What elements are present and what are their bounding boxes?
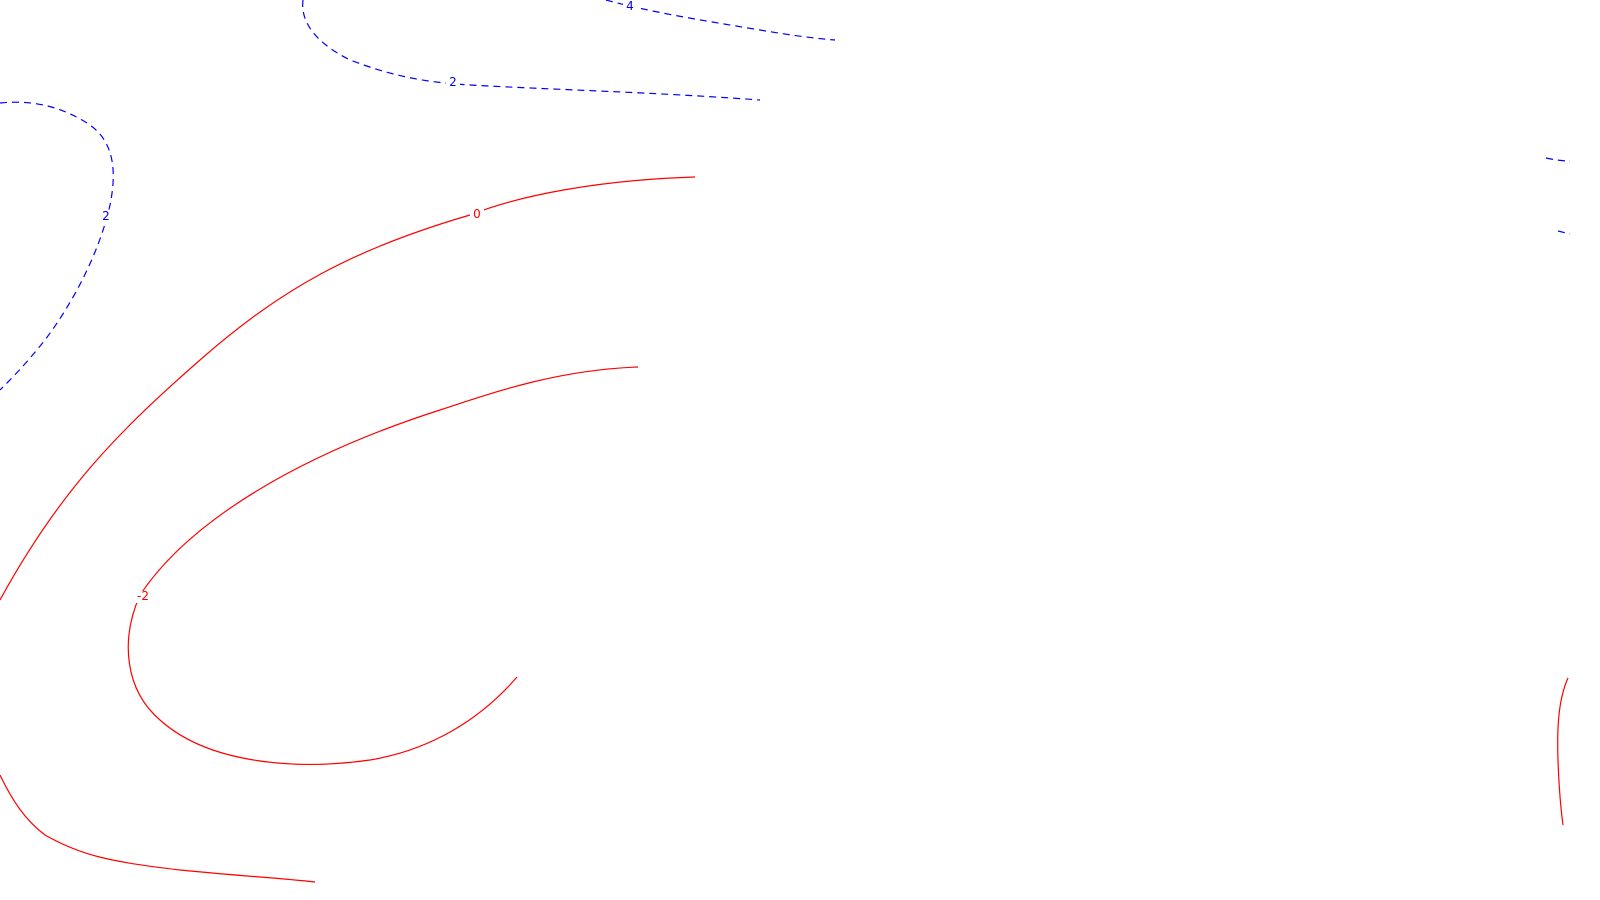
- positive-contour-line-4: [605, 0, 836, 41]
- contour-label: 2: [449, 75, 457, 89]
- negative-contour-line-neg2: [127, 366, 639, 765]
- contour-label-background: [136, 591, 150, 603]
- contour-lines: [0, 0, 1571, 883]
- negative-contour-line-0: [0, 176, 696, 601]
- contour-label-background: [623, 1, 637, 13]
- contour-label-background: [470, 209, 484, 221]
- contour-labels: 4 2 2 0 -2: [99, 0, 637, 603]
- contour-label-background: [99, 211, 113, 223]
- contour-label: 2: [102, 209, 110, 223]
- contour-label: 4: [626, 0, 634, 13]
- positive-contour-line-2: [302, 0, 761, 101]
- positive-contour-line-2: [1545, 157, 1571, 235]
- contour-label-background: [446, 77, 460, 89]
- contour-label: 0: [473, 207, 481, 221]
- negative-contour-line-0: [0, 774, 316, 883]
- contour-label: -2: [137, 589, 149, 603]
- positive-contour-line-2: [0, 101, 114, 391]
- negative-contour-line-neg2: [1557, 677, 1569, 826]
